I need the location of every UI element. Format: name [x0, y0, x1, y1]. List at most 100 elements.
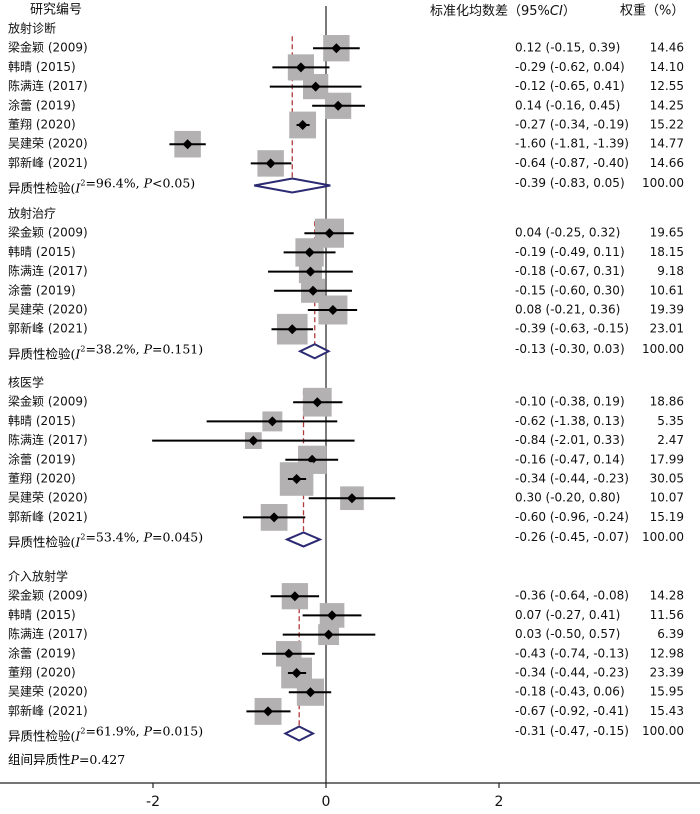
point-estimate	[327, 610, 338, 621]
study-label: 梁金颖 (2009)	[8, 588, 88, 603]
study-label: 梁金颖 (2009)	[8, 40, 88, 55]
weight-value: 10.07	[650, 491, 684, 505]
header-effect: 标准化均数差（95%CI）	[430, 4, 576, 19]
pooled-ci-value: -0.39 (-0.83, 0.05)	[515, 176, 625, 190]
weight-value: 6.39	[657, 627, 684, 641]
group-title: 介入放射学	[8, 569, 68, 584]
study-label: 吴建荣 (2020)	[8, 303, 88, 317]
weight-value: 11.56	[650, 608, 684, 622]
study-label: 陈满连 (2017)	[8, 78, 88, 93]
header-weight: 权重（%）	[620, 3, 684, 19]
point-estimate	[312, 397, 323, 408]
weight-value: 17.99	[650, 452, 684, 466]
heterogeneity-label: 异质性检验(I2=53.4%, P=0.045)	[8, 529, 203, 549]
study-label: 涂蕾 (2019)	[8, 645, 76, 660]
weight-value: 19.39	[650, 303, 684, 317]
point-estimate	[248, 435, 259, 446]
ci-value: -0.60 (-0.96, -0.24)	[515, 510, 629, 524]
weight-value: 15.95	[650, 685, 684, 699]
study-label: 郭新峰 (2021)	[8, 703, 88, 718]
ci-value: -0.29 (-0.62, 0.04)	[515, 60, 625, 74]
point-estimate	[287, 324, 298, 335]
group-title: 核医学	[8, 375, 44, 390]
point-estimate	[331, 43, 342, 54]
ci-value: -0.27 (-0.34, -0.19)	[515, 118, 629, 132]
study-label: 董翔 (2020)	[8, 118, 76, 132]
point-estimate	[182, 139, 193, 150]
pooled-ci-value: -0.31 (-0.47, -0.15)	[515, 724, 629, 738]
x-tick-label: 0	[322, 794, 331, 810]
study-label: 董翔 (2020)	[8, 666, 76, 680]
point-estimate	[305, 687, 316, 698]
point-estimate	[297, 120, 308, 130]
point-estimate	[324, 228, 335, 239]
study-label: 韩晴 (2015)	[8, 59, 76, 74]
ci-value: 0.30 (-0.20, 0.80)	[515, 491, 620, 505]
point-estimate	[305, 266, 316, 277]
weight-value: 14.77	[650, 137, 684, 151]
overall-heterogeneity: 组间异质性P=0.427	[8, 752, 125, 767]
study-label: 郭新峰 (2021)	[8, 509, 88, 524]
ci-value: -0.15 (-0.60, 0.30)	[515, 283, 625, 297]
ci-value: 0.14 (-0.16, 0.45)	[515, 98, 620, 112]
study-label: 陈满连 (2017)	[8, 432, 88, 447]
weight-value: 14.25	[650, 98, 684, 112]
weight-value: 18.15	[650, 245, 684, 259]
study-label: 韩晴 (2015)	[8, 413, 76, 428]
point-estimate	[308, 285, 319, 296]
study-label: 涂蕾 (2019)	[8, 451, 76, 466]
weight-value: 14.28	[650, 589, 684, 603]
point-estimate	[327, 305, 338, 315]
point-estimate	[291, 474, 302, 484]
pooled-diamond	[284, 531, 323, 548]
weight-value: 23.39	[650, 666, 684, 680]
study-label: 韩晴 (2015)	[8, 607, 76, 622]
weight-value: 14.10	[650, 60, 684, 74]
study-label: 陈满连 (2017)	[8, 263, 88, 278]
point-estimate	[333, 100, 344, 111]
heterogeneity-label: 异质性检验(I2=38.2%, P=0.151)	[8, 341, 203, 361]
weight-value: 5.35	[657, 414, 684, 428]
pooled-diamond	[254, 177, 331, 194]
x-tick-label: -2	[146, 794, 160, 810]
ci-value: -0.12 (-0.65, 0.41)	[515, 79, 625, 93]
ci-value: -0.62 (-1.38, 0.13)	[515, 414, 625, 428]
ci-value: -0.39 (-0.63, -0.15)	[515, 322, 629, 336]
pooled-weight-value: 100.00	[642, 342, 684, 356]
point-estimate	[346, 493, 357, 504]
ci-value: -0.34 (-0.44, -0.23)	[515, 666, 629, 680]
point-estimate	[267, 416, 278, 427]
point-estimate	[310, 81, 321, 92]
study-label: 陈满连 (2017)	[8, 626, 88, 641]
ci-value: -0.84 (-2.01, 0.33)	[515, 433, 625, 447]
weight-value: 30.05	[650, 472, 684, 486]
ci-value: 0.08 (-0.21, 0.36)	[515, 303, 620, 317]
ci-value: -0.19 (-0.49, 0.11)	[515, 245, 625, 259]
ci-value: 0.04 (-0.25, 0.32)	[515, 226, 620, 240]
weight-value: 23.01	[650, 322, 684, 336]
study-label: 郭新峰 (2021)	[8, 321, 88, 336]
point-estimate	[269, 512, 280, 523]
weight-value: 14.46	[650, 41, 684, 55]
weight-value: 15.19	[650, 510, 684, 524]
weight-value: 10.61	[650, 283, 684, 297]
ci-value: -0.34 (-0.44, -0.23)	[515, 472, 629, 486]
x-tick-label: 2	[495, 794, 504, 810]
weight-value: 15.43	[650, 704, 684, 718]
point-estimate	[291, 668, 302, 678]
ci-value: -0.67 (-0.92, -0.41)	[515, 704, 629, 718]
point-estimate	[295, 62, 306, 73]
study-label: 涂蕾 (2019)	[8, 97, 76, 112]
group-title: 放射诊断	[8, 21, 56, 36]
ci-value: -0.18 (-0.43, 0.06)	[515, 685, 625, 699]
point-estimate	[263, 706, 274, 717]
study-label: 韩晴 (2015)	[8, 244, 76, 259]
weight-value: 19.65	[650, 226, 684, 240]
pooled-diamond	[283, 725, 316, 742]
ci-value: -0.43 (-0.74, -0.13)	[515, 646, 629, 660]
weight-value: 12.55	[650, 79, 684, 93]
pooled-ci-value: -0.26 (-0.45, -0.07)	[515, 530, 629, 544]
point-estimate	[323, 629, 334, 640]
point-estimate	[304, 247, 315, 258]
